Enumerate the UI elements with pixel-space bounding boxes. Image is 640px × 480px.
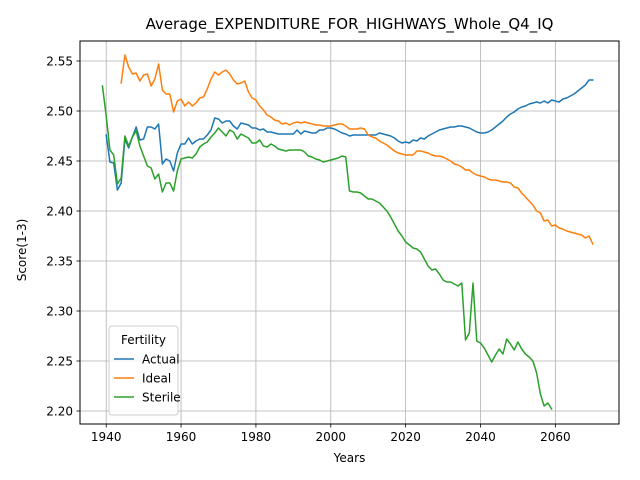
chart-title: Average_EXPENDITURE_FOR_HIGHWAYS_Whole_Q… (146, 15, 554, 34)
legend-title: Fertility (121, 333, 166, 347)
y-tick-label: 2.40 (46, 204, 73, 218)
series-line-ideal (120, 54, 594, 245)
x-axis-label: Years (333, 451, 366, 465)
legend-box (108, 325, 179, 416)
y-tick-label: 2.45 (46, 154, 73, 168)
legend-label-ideal: Ideal (142, 371, 171, 385)
series-line-sterile (101, 85, 553, 411)
x-tick-label: 2060 (540, 430, 571, 444)
y-axis-label: Score(1-3) (15, 219, 29, 282)
y-axis-ticks: 2.20 2.25 2.30 2.35 2.40 2.45 2.50 2.55 (46, 54, 80, 418)
legend-label-sterile: Sterile (142, 390, 181, 404)
legend-items: Actual Ideal Sterile (114, 352, 181, 404)
x-axis-ticks: 1940 1960 1980 2000 2020 2040 2060 (91, 424, 571, 444)
legend-label-actual: Actual (142, 352, 180, 366)
x-tick-label: 2040 (465, 430, 496, 444)
x-tick-label: 1940 (91, 430, 122, 444)
x-tick-label: 1960 (166, 430, 197, 444)
grid-lines (80, 41, 619, 424)
plot-area-frame (79, 40, 620, 425)
y-tick-label: 2.20 (46, 404, 73, 418)
y-tick-label: 2.55 (46, 54, 73, 68)
x-tick-label: 2000 (316, 430, 347, 444)
y-tick-label: 2.25 (46, 354, 73, 368)
x-tick-label: 1980 (241, 430, 272, 444)
legend: Fertility Actual Ideal Sterile (108, 325, 181, 416)
series-lines (101, 54, 594, 411)
x-tick-label: 2020 (390, 430, 421, 444)
y-tick-label: 2.30 (46, 304, 73, 318)
series-line-actual (105, 79, 594, 191)
y-tick-label: 2.35 (46, 254, 73, 268)
y-tick-label: 2.50 (46, 104, 73, 118)
